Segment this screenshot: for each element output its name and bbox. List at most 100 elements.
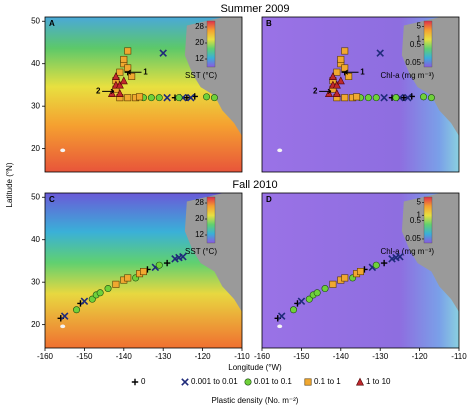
land	[401, 193, 459, 312]
x-tick-label: -110	[234, 352, 250, 361]
marker-square	[120, 55, 128, 63]
x-tick-label: -150	[76, 352, 93, 361]
island	[277, 148, 283, 153]
panel: C -160 -150 -140 -130 -120 -110 20 30 40 50 28 20 12 S…	[31, 192, 250, 361]
x-axis-label: Longitude (°W)	[228, 363, 282, 372]
marker-x	[392, 253, 400, 262]
y-tick-label: 20	[31, 320, 40, 329]
legend-label: 0.1 to 1	[314, 377, 341, 386]
colorbar-label: Chl-a (mg m⁻³)	[380, 71, 434, 80]
marker-square	[128, 72, 136, 80]
x-tick-label: -110	[451, 352, 467, 361]
marker-triangle	[356, 377, 364, 386]
marker-square	[333, 68, 341, 76]
marker-circle	[155, 261, 163, 269]
island	[60, 324, 66, 329]
colorbar	[206, 20, 216, 68]
row-title: Summer 2009	[220, 3, 289, 15]
marker-plus	[131, 378, 139, 386]
y-tick-label: 20	[31, 144, 40, 153]
x-tick-label: -160	[37, 352, 54, 361]
marker-circle	[313, 289, 321, 297]
marker-triangle	[332, 89, 341, 97]
colorbar-tick-label: 0.05	[405, 58, 421, 67]
land	[184, 193, 242, 312]
marker-circle	[372, 94, 380, 102]
annotation-arrow	[319, 88, 332, 94]
marker-circle	[104, 285, 112, 293]
y-tick-label: 30	[31, 277, 40, 286]
y-axis-label: Latitude (°N)	[5, 162, 14, 207]
frame	[44, 16, 243, 173]
panel-label: D	[266, 195, 272, 204]
panel: D -160 -150 -140 -130 -120 -110 5 10.5 0.05 Chl-a …	[254, 192, 467, 361]
x-tick-label: -140	[333, 352, 350, 361]
marker-x	[404, 93, 412, 102]
colorbar-tick-label: 20	[195, 38, 204, 47]
frame	[44, 192, 243, 349]
colorbar	[206, 196, 216, 244]
marker-square	[124, 64, 132, 72]
annotation: 2	[313, 86, 318, 95]
colorbar-label: SST (°C)	[185, 71, 217, 80]
marker-circle	[210, 94, 218, 102]
marker-circle	[175, 94, 183, 102]
annotation: 2	[96, 86, 101, 95]
marker-circle	[96, 289, 104, 297]
frame	[261, 192, 460, 349]
panel-label: A	[49, 19, 55, 28]
marker-square	[345, 72, 353, 80]
x-tick-label: -140	[116, 352, 133, 361]
legend-label: 0.001 to 0.01	[191, 377, 238, 386]
marker-triangle	[336, 76, 345, 85]
marker-square	[124, 94, 132, 102]
marker-x	[187, 93, 195, 102]
annotation-arrow	[102, 88, 115, 94]
colorbar-tick-label: 28	[195, 198, 204, 207]
marker-x	[60, 312, 69, 320]
island	[60, 148, 66, 153]
land	[401, 17, 459, 136]
marker-x	[175, 253, 183, 262]
panel-label: C	[49, 195, 55, 204]
y-tick-label: 40	[31, 235, 40, 244]
colorbar-tick-label: 28	[195, 22, 204, 31]
marker-circle	[203, 93, 211, 101]
marker-square	[356, 268, 364, 276]
marker-triangle	[115, 89, 124, 97]
marker-square	[136, 93, 144, 101]
annotation: 1	[360, 67, 365, 76]
colorbar-tick-label: 0.5	[410, 216, 422, 225]
map	[262, 17, 459, 172]
marker-triangle	[111, 72, 120, 80]
map	[45, 17, 242, 172]
x-tick-label: -120	[412, 352, 429, 361]
panel-label: B	[266, 19, 272, 28]
marker-circle	[73, 306, 81, 314]
legend-label: 0.01 to 0.1	[254, 377, 292, 386]
marker-triangle	[328, 72, 337, 80]
marker-plus	[380, 259, 388, 267]
marker-square	[124, 274, 132, 282]
marker-circle	[372, 261, 380, 269]
marker-plus	[163, 259, 171, 267]
island	[277, 324, 283, 329]
marker-x	[80, 297, 89, 306]
colorbar-tick-label: 12	[195, 54, 204, 63]
colorbar-tick-label: 0.5	[410, 40, 422, 49]
marker-triangle	[115, 80, 124, 89]
marker-square	[353, 93, 361, 101]
marker-triangle	[332, 80, 341, 89]
marker-square	[329, 280, 337, 288]
marker-circle	[392, 94, 400, 102]
legend-label: 0	[141, 377, 146, 386]
marker-circle	[88, 295, 96, 303]
y-tick-label: 50	[31, 192, 40, 201]
marker-circle	[420, 93, 428, 101]
marker-plus	[183, 94, 191, 101]
map	[262, 193, 459, 348]
annotation-arrow	[127, 69, 142, 75]
colorbar-label: SST (°C)	[185, 247, 217, 256]
